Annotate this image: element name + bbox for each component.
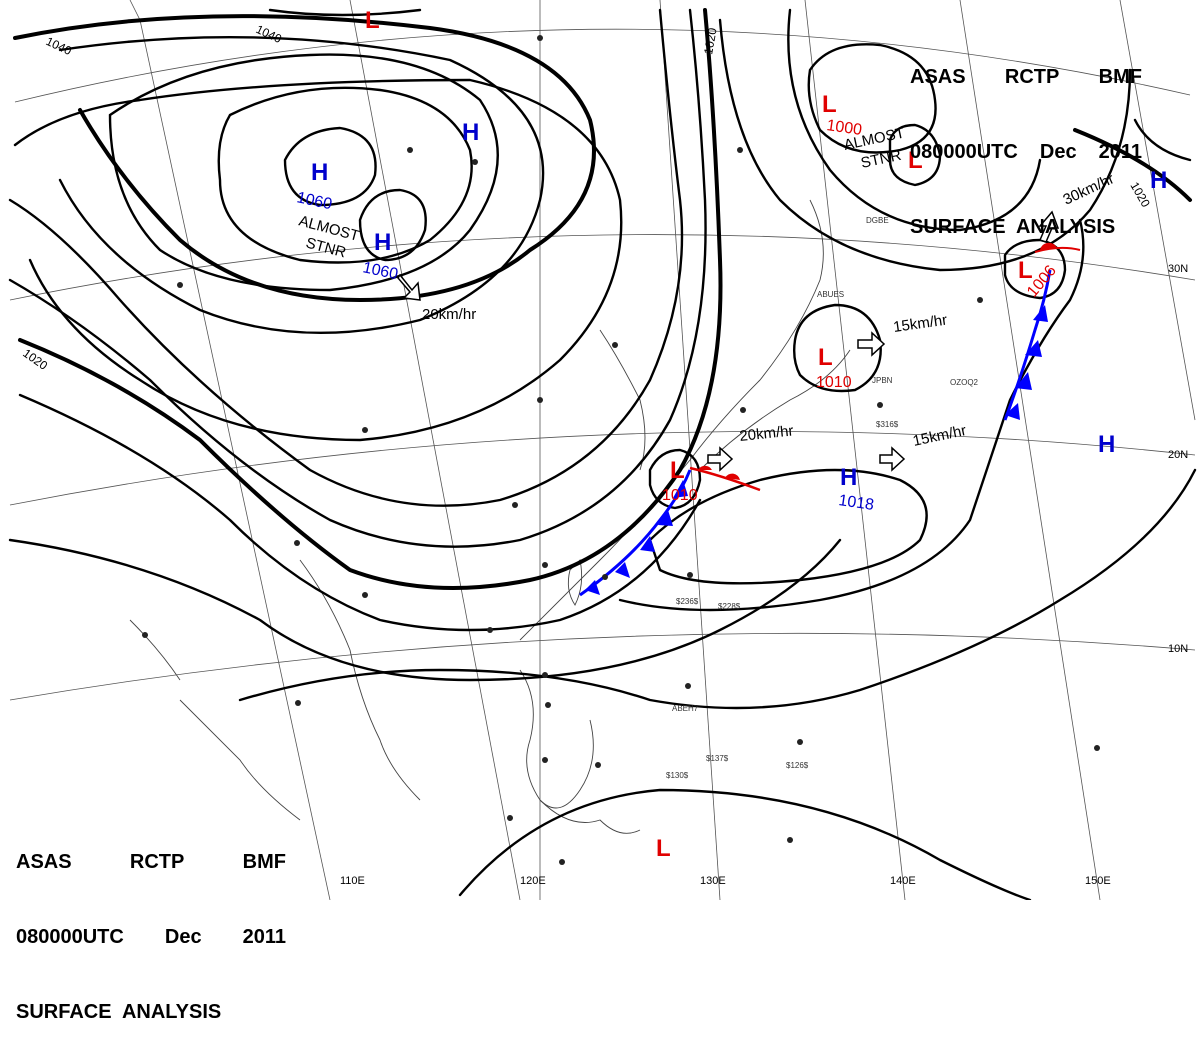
station-id: JPBN	[872, 376, 893, 385]
header-year: 2011	[1098, 141, 1142, 163]
latitude-label: 30N	[1168, 263, 1188, 275]
chart-header-bottom: ASAS RCTP BMF 080000UTC Dec 2011 SURFACE…	[16, 800, 286, 1050]
station-id: $126$	[786, 761, 809, 770]
isobars	[8, 8, 1197, 900]
header-code: BMF	[1098, 66, 1142, 88]
station-id: ABEH7	[672, 704, 699, 713]
warm-front-east	[1034, 242, 1081, 253]
high-center: H	[374, 229, 391, 256]
header-title: SURFACE ANALYSIS	[16, 1001, 222, 1023]
station-id: $316$	[876, 420, 899, 429]
almost-stnr-label: STNR	[859, 147, 903, 172]
motion-speed-label: 20km/hr	[739, 422, 795, 445]
motion-speed-label: 15km/hr	[892, 312, 948, 336]
station-plots	[142, 35, 1100, 865]
low-pressure-value: 1010	[816, 374, 852, 391]
header-code: BMF	[242, 851, 286, 873]
low-center: L	[365, 7, 380, 34]
low-center: L	[670, 457, 685, 484]
warm-front-south	[689, 465, 761, 492]
header-year: 2011	[242, 926, 286, 948]
chart-header-top: ASAS RCTP BMF 080000UTC Dec 2011 SURFACE…	[910, 15, 1142, 265]
header-agency: ASAS	[910, 66, 966, 88]
isobar-label: 1040	[44, 34, 74, 58]
header-station: RCTP	[1004, 66, 1060, 88]
motion-speed-label: 20km/hr	[422, 306, 476, 323]
station-id: $228$	[718, 602, 741, 611]
low-center: L	[822, 91, 837, 118]
high-center: H	[311, 159, 328, 186]
cold-front-east	[1003, 269, 1052, 421]
high-center: H	[1150, 167, 1167, 194]
header-month: Dec	[164, 926, 202, 948]
high-pressure-value: 1060	[295, 189, 333, 213]
surface-analysis-map: 1040 1040 1020 1020 1020 110E 120E 130E …	[8, 0, 1197, 900]
high-center: H	[462, 119, 479, 146]
coastlines	[129, 199, 851, 834]
header-time: 080000UTC	[16, 926, 124, 948]
header-time: 080000UTC	[910, 141, 1018, 163]
station-id: OZOQ2	[950, 378, 979, 387]
header-station: RCTP	[129, 851, 185, 873]
longitude-label: 110E	[340, 875, 365, 887]
high-pressure-value: 1018	[837, 492, 875, 514]
header-title: SURFACE ANALYSIS	[910, 216, 1116, 238]
latitude-label: 10N	[1168, 643, 1188, 655]
header-month: Dec	[1039, 141, 1077, 163]
low-center: L	[908, 147, 923, 174]
low-center: L	[1018, 257, 1033, 284]
motion-arrows	[397, 210, 1060, 472]
station-id: DGBE	[866, 216, 889, 225]
isobar-label: 1020	[701, 26, 719, 55]
longitude-label: 130E	[700, 875, 726, 887]
station-id: $236$	[676, 597, 699, 606]
high-center: H	[1098, 431, 1115, 458]
high-pressure-value: 1060	[361, 259, 399, 283]
longitude-label: 120E	[520, 875, 546, 887]
high-center: H	[840, 464, 857, 491]
header-agency: ASAS	[16, 851, 72, 873]
station-id: ABUES	[817, 290, 844, 299]
low-center: L	[656, 835, 671, 862]
isobar-label: 1040	[254, 22, 284, 46]
low-pressure-value: 1010	[662, 487, 698, 504]
low-pressure-value: 1000	[825, 117, 863, 139]
longitude-label: 150E	[1085, 875, 1111, 887]
latitude-label: 20N	[1168, 449, 1188, 461]
low-center: L	[818, 344, 833, 371]
longitude-label: 140E	[890, 875, 916, 887]
motion-speed-label: 15km/hr	[911, 422, 968, 450]
station-id: $137$	[706, 754, 729, 763]
station-id: $130$	[666, 771, 689, 780]
